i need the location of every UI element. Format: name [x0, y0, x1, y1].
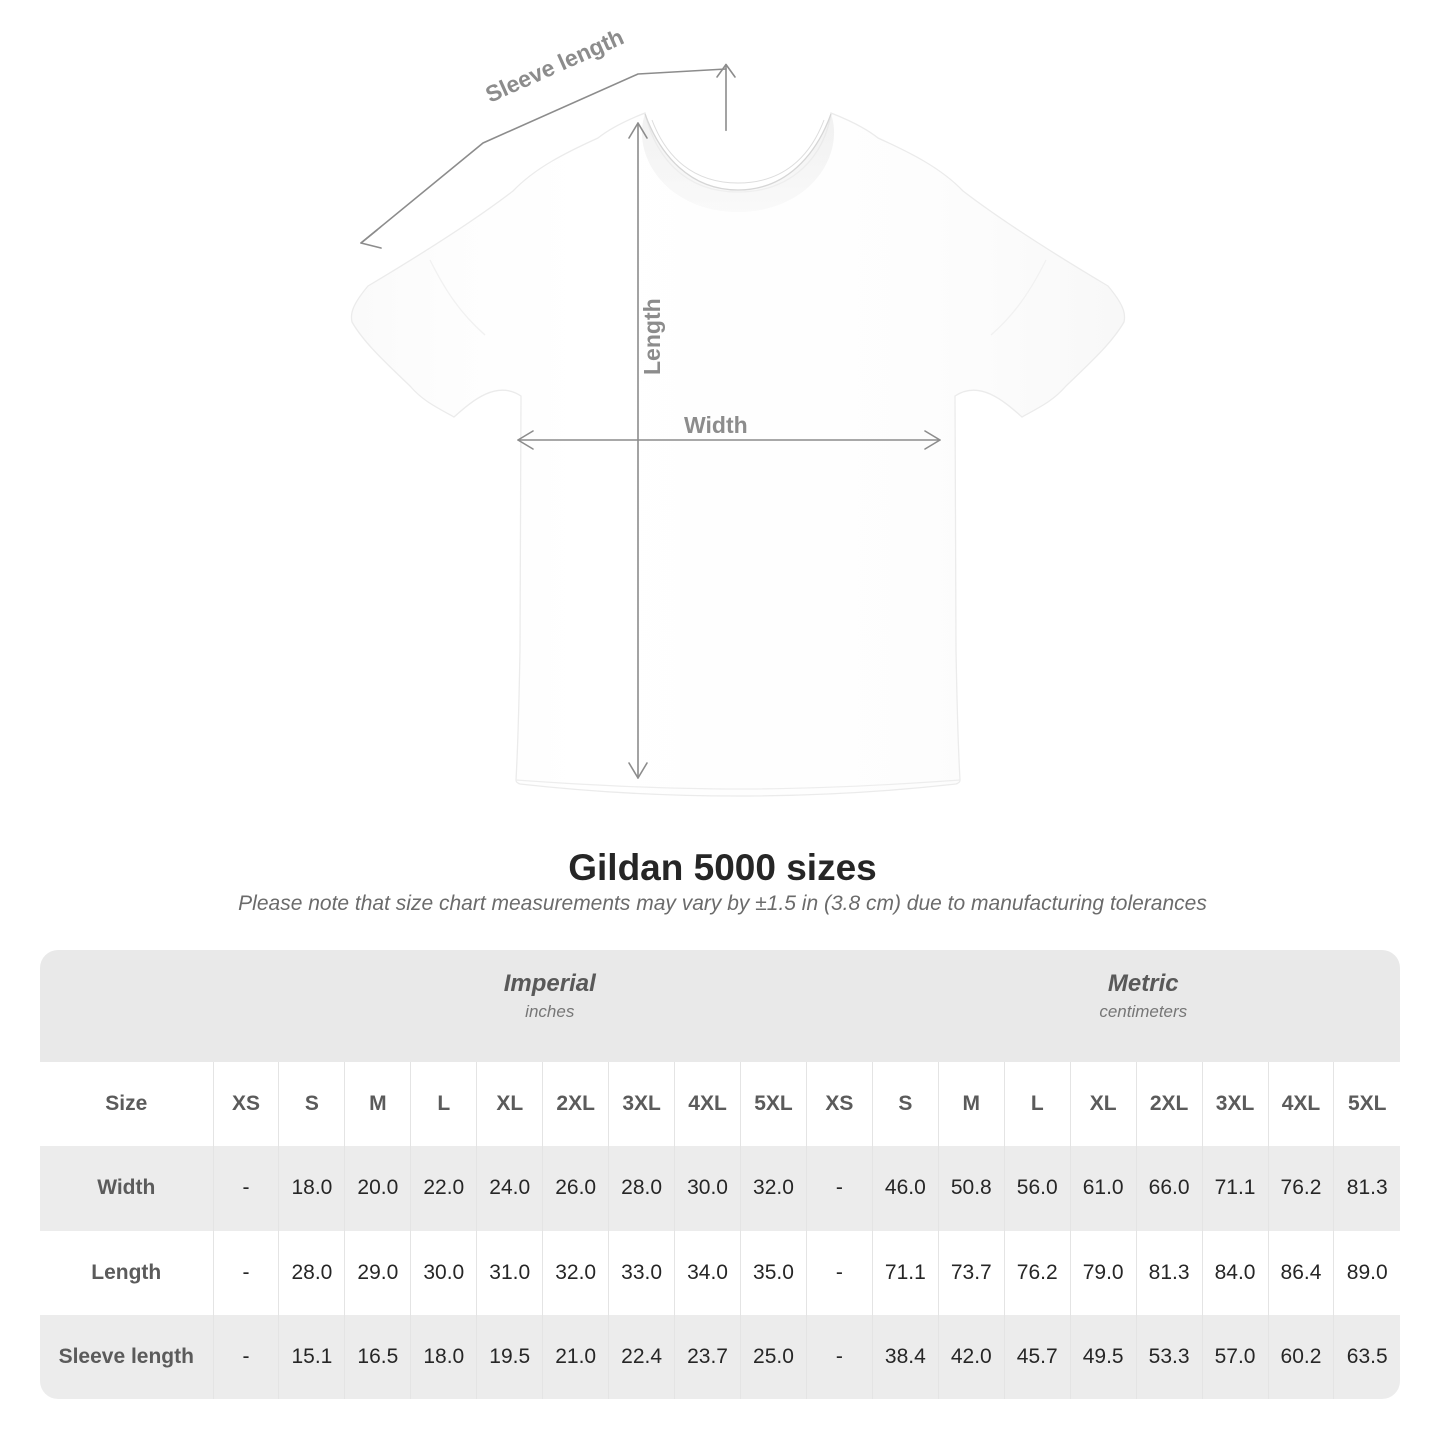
- svg-text:Width: Width: [684, 412, 748, 438]
- svg-text:Sleeve length: Sleeve length: [481, 24, 627, 108]
- svg-text:Length: Length: [639, 298, 665, 375]
